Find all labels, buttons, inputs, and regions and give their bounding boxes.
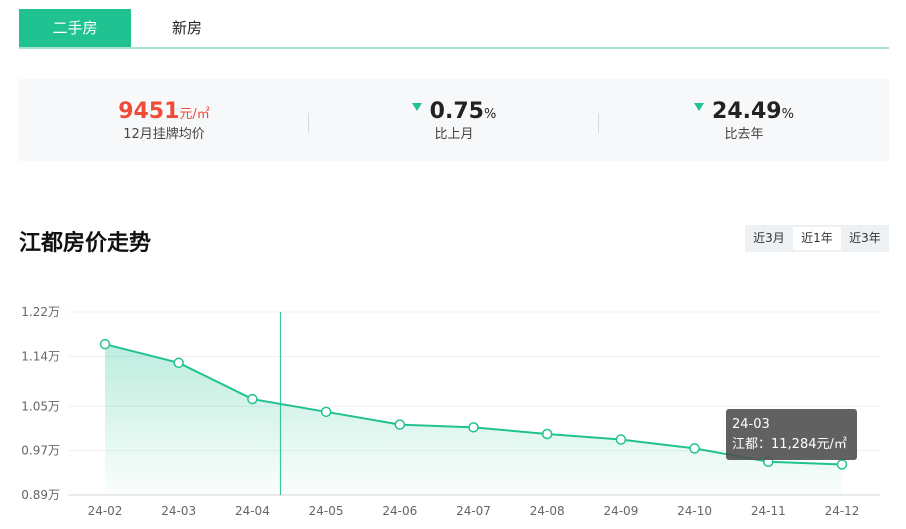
x-tick-label: 24-06 <box>382 504 417 518</box>
x-tick-label: 24-11 <box>751 504 786 518</box>
data-point <box>173 357 184 369</box>
avg-price-unit: 元/㎡ <box>179 107 210 122</box>
x-tick-label: 24-04 <box>235 504 270 518</box>
data-point <box>468 422 479 433</box>
y-tick-label: 1.22万 <box>21 305 60 319</box>
tab-second-hand[interactable]: 二手房 <box>19 9 131 47</box>
y-tick-label: 1.05万 <box>21 399 60 413</box>
down-arrow-icon <box>411 103 422 111</box>
stats-divider <box>308 113 309 133</box>
tab-new-house[interactable]: 新房 <box>171 19 202 37</box>
tooltip-value: 江都：11,284元/㎡ <box>732 437 847 452</box>
house-type-tabs: 二手房 新房 <box>19 9 889 49</box>
data-point <box>247 393 258 405</box>
x-tick-label: 24-08 <box>530 504 565 518</box>
x-tick-label: 24-05 <box>309 504 344 518</box>
down-arrow-icon <box>694 103 705 111</box>
y-tick-label: 0.97万 <box>21 444 60 458</box>
yoy-label: 比去年 <box>724 127 764 142</box>
x-tick-label: 24-02 <box>88 504 123 518</box>
data-point <box>99 338 111 350</box>
tooltip-month: 24-03 <box>732 417 770 432</box>
x-tick-label: 24-12 <box>825 504 860 518</box>
data-point <box>836 459 848 470</box>
chart-tooltip: 24-03 江都：11,284元/㎡ <box>726 409 857 460</box>
range-1-year-button[interactable]: 近1年 <box>793 227 841 250</box>
range-3-years-button[interactable]: 近3年 <box>849 231 881 245</box>
data-point <box>394 419 406 430</box>
range-3-months-button[interactable]: 近3月 <box>753 231 785 245</box>
avg-price-label: 12月挂牌均价 <box>123 127 205 142</box>
yoy-unit: % <box>781 107 794 122</box>
x-tick-label: 24-10 <box>677 504 712 518</box>
x-tick-label: 24-03 <box>161 504 196 518</box>
avg-price-stat: 9451元/㎡ 12月挂牌均价 <box>19 79 309 161</box>
data-point <box>689 443 700 454</box>
x-tick-label: 24-07 <box>456 504 491 518</box>
yoy-stat: 24.49% 比去年 <box>599 79 889 161</box>
price-stats-panel: 9451元/㎡ 12月挂牌均价 0.75% 比上月 24.49% 比去年 <box>19 79 889 161</box>
price-area <box>105 344 842 495</box>
mom-value: 0.75 <box>429 99 484 124</box>
x-tick-label: 24-09 <box>603 504 638 518</box>
range-selector: 近3月 近1年 近3年 <box>745 225 889 252</box>
mom-unit: % <box>483 107 497 122</box>
data-point <box>541 428 553 440</box>
mom-label: 比上月 <box>434 127 474 142</box>
y-tick-label: 1.14万 <box>21 349 60 363</box>
avg-price-value: 9451 <box>118 99 180 124</box>
yoy-value: 24.49 <box>712 99 782 124</box>
y-tick-label: 0.89万 <box>21 488 60 502</box>
trend-title: 江都房价走势 <box>19 231 152 256</box>
stats-divider <box>598 113 599 133</box>
data-point <box>320 406 332 418</box>
data-point <box>615 434 627 445</box>
mom-stat: 0.75% 比上月 <box>309 79 599 161</box>
